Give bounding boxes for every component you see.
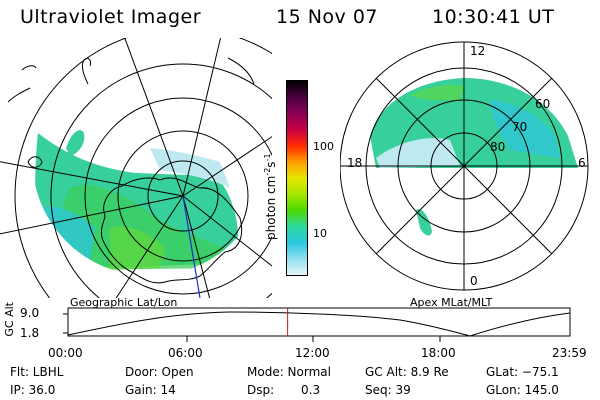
colorbar-tick-10: 10: [313, 227, 327, 240]
observation-date: 15 Nov 07: [276, 6, 379, 28]
instrument-title: Ultraviolet Imager: [20, 6, 202, 28]
mlt-label-12: 12: [470, 44, 486, 58]
glat-status: GLat: −75.1: [486, 365, 559, 379]
uv-image-swath: [35, 133, 239, 270]
mlat-label-80: 80: [490, 140, 506, 154]
apex-caption: Apex MLat/MLT: [410, 296, 493, 309]
altitude-curve: [67, 311, 571, 337]
gain-status: Gain: 14: [125, 383, 176, 397]
dsp-value: 0.3: [301, 383, 321, 397]
polar-uv-swath: [370, 78, 578, 168]
door-status: Door: Open: [125, 365, 194, 379]
mlat-mlt-polar-panel: [340, 41, 589, 291]
glon-status: GLon: 145.0: [486, 383, 559, 397]
aurora-spot: [66, 130, 85, 156]
colorbar-label-text: photon cm: [264, 175, 278, 240]
colorbar-label-exp2: -1: [263, 153, 272, 162]
colorbar-gradient: [287, 81, 307, 275]
time-tick-2359: 23:59: [552, 346, 587, 360]
time-tick-1800: 18:00: [421, 346, 456, 360]
time-tick-1200: 12:00: [295, 346, 330, 360]
mode-status: Mode: Normal: [247, 365, 331, 379]
ip-status: IP: 36.0: [10, 383, 56, 397]
mlt-label-18: 18: [347, 156, 363, 170]
colorbar-tick-100: 100: [313, 140, 334, 153]
current-meridian-line: [182, 195, 201, 298]
filter-status: Flt: LBHL: [10, 365, 64, 379]
dsp-label: Dsp:: [247, 383, 275, 397]
time-tick-0000: 00:00: [48, 346, 83, 360]
geographic-map-panel: [0, 38, 272, 298]
altitude-ytick-max: 9.0: [20, 306, 40, 320]
altitude-ytick-min: 1.8: [20, 326, 40, 340]
gc-alt-status: GC Alt: 8.9 Re: [365, 365, 449, 379]
time-tick-0600: 06:00: [168, 346, 203, 360]
colorbar: [286, 80, 308, 276]
seq-status: Seq: 39: [365, 383, 411, 397]
geographic-caption: Geographic Lat/Lon: [70, 296, 178, 309]
mlt-label-0: 0: [470, 274, 478, 288]
mlat-label-70: 70: [512, 120, 528, 134]
mlt-label-6: 6: [578, 156, 586, 170]
orbit-altitude-plot: [63, 307, 571, 342]
colorbar-label: photon cm-2s-1: [263, 153, 278, 240]
mlat-label-60: 60: [535, 97, 551, 111]
colorbar-label-exp1: -2: [263, 167, 272, 176]
colorbar-label-s: s: [264, 161, 278, 168]
observation-time: 10:30:41 UT: [432, 6, 555, 28]
